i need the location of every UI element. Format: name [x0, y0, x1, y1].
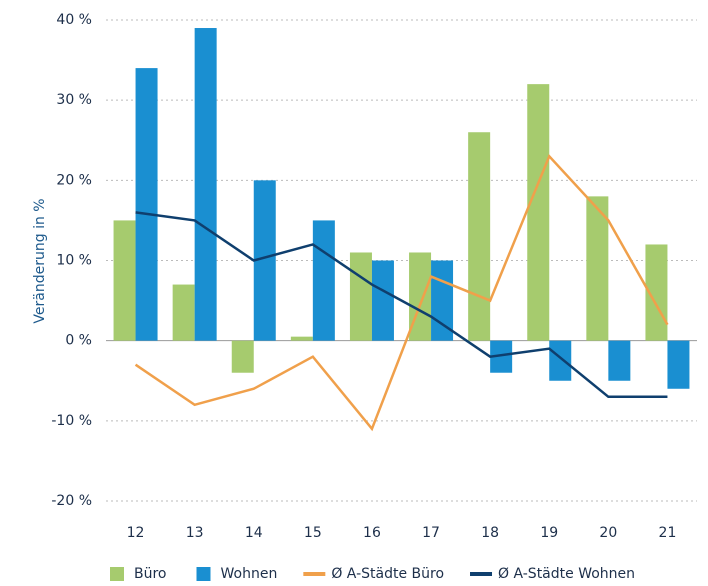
bar — [527, 84, 550, 341]
x-tick-label: 21 — [659, 525, 677, 541]
y-tick-label: -10 % — [51, 413, 92, 429]
x-tick-label: 18 — [481, 525, 499, 541]
y-tick-label: 40 % — [56, 12, 92, 28]
y-tick-label: 10 % — [56, 253, 92, 269]
bar — [113, 220, 136, 341]
bar — [135, 68, 158, 341]
y-tick-label: 0 % — [65, 333, 92, 349]
legend-swatch — [110, 567, 124, 581]
legend-label: Wohnen — [221, 566, 278, 582]
line — [134, 153, 669, 432]
x-tick-label: 15 — [304, 525, 322, 541]
x-tick-label: 17 — [422, 525, 440, 541]
bar — [194, 28, 217, 341]
legend-label: Ø A-Städte Büro — [331, 566, 444, 582]
x-tick-label: 12 — [127, 525, 145, 541]
x-tick-label: 19 — [540, 525, 558, 541]
bar — [608, 340, 631, 381]
bar — [253, 180, 276, 341]
x-tick-label: 13 — [186, 525, 204, 541]
x-tick-label: 16 — [363, 525, 381, 541]
bar — [231, 340, 254, 373]
bar — [667, 340, 690, 389]
legend-swatch — [196, 567, 211, 581]
bar — [290, 336, 313, 341]
bar — [490, 340, 513, 373]
bar — [172, 284, 195, 341]
legend-label: Büro — [134, 566, 167, 582]
bar — [586, 196, 609, 341]
x-tick-label: 14 — [245, 525, 263, 541]
y-tick-label: 20 % — [56, 172, 92, 188]
y-tick-label: -20 % — [51, 493, 92, 509]
bar — [312, 220, 335, 341]
y-axis-label: Veränderung in % — [32, 198, 48, 323]
y-tick-label: 30 % — [56, 92, 92, 108]
line — [135, 211, 668, 399]
bar — [371, 260, 394, 341]
x-tick-label: 20 — [599, 525, 617, 541]
bar — [549, 340, 572, 381]
bar — [349, 252, 372, 341]
bar — [468, 132, 491, 341]
legend-label: Ø A-Städte Wohnen — [498, 566, 635, 582]
